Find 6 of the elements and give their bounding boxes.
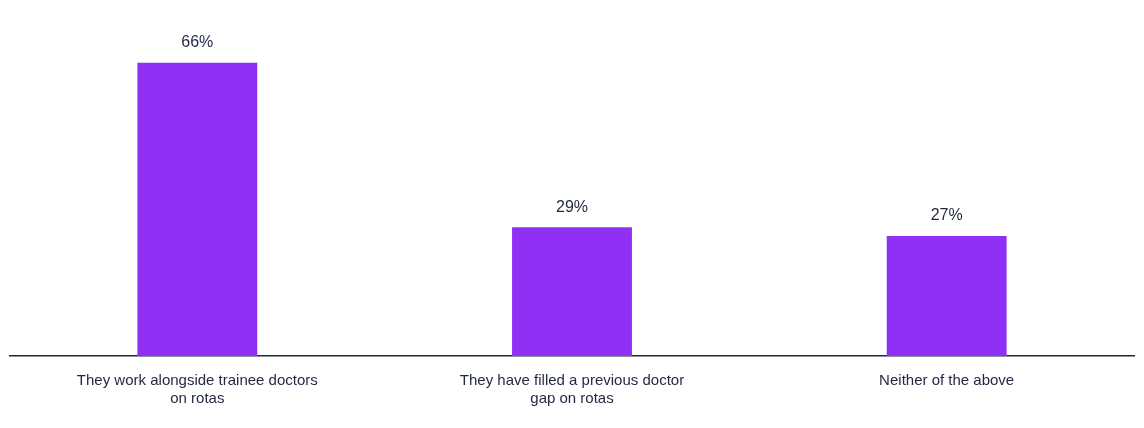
x-tick-label: They work alongside trainee doctors on rotas — [76, 371, 318, 407]
x-tick-label: They have filled a previous doctor gap on rotas — [459, 371, 685, 407]
data-label: 27% — [930, 206, 963, 224]
data-label: 29% — [555, 197, 589, 215]
data-label: 66% — [181, 33, 214, 51]
x-tick-label: Neither of the above — [879, 371, 1015, 389]
